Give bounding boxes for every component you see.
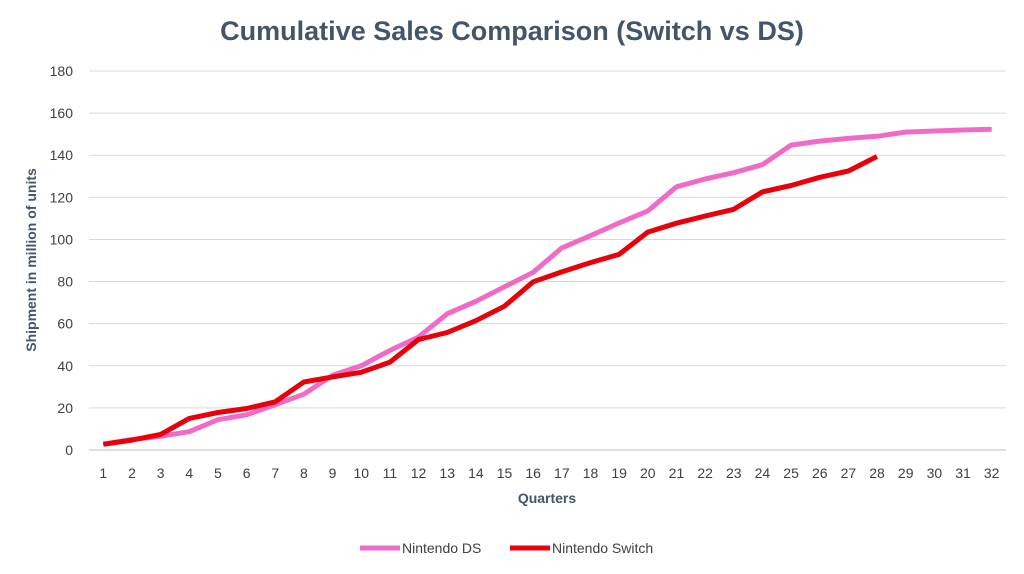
legend-label-nintendo-switch: Nintendo Switch <box>552 540 653 556</box>
x-tick-label: 31 <box>955 465 971 481</box>
x-tick-label: 23 <box>726 465 742 481</box>
x-tick-label: 18 <box>583 465 599 481</box>
x-tick-label: 9 <box>329 465 337 481</box>
gridlines <box>89 70 1006 451</box>
y-tick-label: 80 <box>57 274 73 290</box>
x-tick-label: 29 <box>898 465 914 481</box>
legend-label-nintendo-ds: Nintendo DS <box>402 540 481 556</box>
y-axis-ticks: 0 20 40 60 80 100 120 140 160 180 <box>50 63 74 458</box>
x-axis-title: Quarters <box>518 490 577 506</box>
x-tick-label: 5 <box>214 465 222 481</box>
series-line-nintendo-ds <box>102 126 992 447</box>
x-tick-label: 26 <box>812 465 828 481</box>
y-tick-label: 180 <box>50 63 74 79</box>
x-tick-label: 6 <box>243 465 251 481</box>
x-tick-label: 10 <box>353 465 369 481</box>
y-tick-label: 0 <box>65 442 73 458</box>
y-tick-label: 20 <box>57 400 73 416</box>
x-axis-ticks: 1 2 3 4 5 6 7 8 9 10 11 12 13 14 15 16 17 18 19 20 21 22 23 24 2… <box>99 465 999 481</box>
y-tick-label: 120 <box>50 189 74 205</box>
x-tick-label: 3 <box>157 465 165 481</box>
y-tick-label: 60 <box>57 316 73 332</box>
x-tick-label: 1 <box>99 465 107 481</box>
x-tick-label: 17 <box>554 465 570 481</box>
x-tick-label: 25 <box>783 465 799 481</box>
x-tick-label: 2 <box>128 465 136 481</box>
x-tick-label: 8 <box>300 465 308 481</box>
x-tick-label: 32 <box>984 465 1000 481</box>
x-tick-label: 14 <box>468 465 484 481</box>
x-tick-label: 28 <box>869 465 885 481</box>
x-tick-label: 16 <box>525 465 541 481</box>
y-tick-label: 160 <box>50 105 74 121</box>
y-tick-label: 140 <box>50 147 74 163</box>
x-tick-label: 27 <box>841 465 857 481</box>
x-tick-label: 30 <box>927 465 943 481</box>
y-tick-label: 100 <box>50 231 74 247</box>
x-tick-label: 21 <box>669 465 685 481</box>
y-tick-label: 40 <box>57 358 73 374</box>
series-lines <box>102 126 992 447</box>
legend: Nintendo DS Nintendo Switch <box>360 540 653 556</box>
x-tick-label: 24 <box>755 465 771 481</box>
series-line-nintendo-switch <box>102 154 879 447</box>
x-tick-label: 19 <box>611 465 627 481</box>
chart-title: Cumulative Sales Comparison (Switch vs D… <box>220 16 804 46</box>
x-tick-label: 11 <box>383 465 398 481</box>
x-tick-label: 13 <box>439 465 455 481</box>
x-tick-label: 22 <box>697 465 713 481</box>
x-tick-label: 12 <box>411 465 427 481</box>
x-tick-label: 7 <box>271 465 279 481</box>
x-tick-label: 15 <box>497 465 513 481</box>
x-tick-label: 20 <box>640 465 656 481</box>
x-tick-label: 4 <box>185 465 193 481</box>
y-axis-title: Shipment in million of units <box>23 168 39 352</box>
